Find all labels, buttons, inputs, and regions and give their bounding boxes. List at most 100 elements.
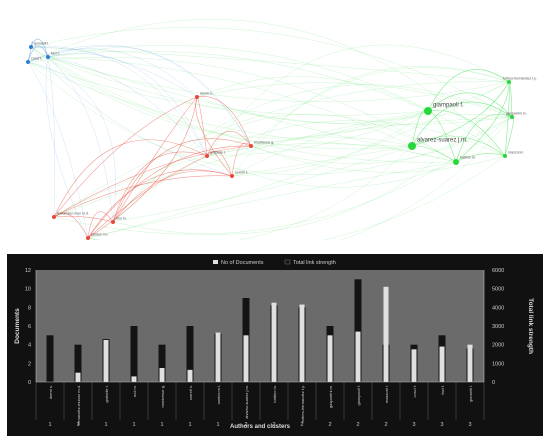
bar-documents	[159, 368, 165, 382]
network-edge	[30, 46, 413, 150]
network-edge	[87, 169, 233, 239]
network-node-gasparrini-m	[510, 115, 514, 119]
bar-link-strength	[46, 335, 54, 382]
network-edge	[250, 145, 506, 173]
x-tick-author: forbes-hernandez t.y.	[300, 385, 305, 423]
plot-area	[36, 270, 484, 382]
x-tick-cluster: 1	[188, 422, 191, 428]
network-node-alvarez-suarez-j-m	[408, 142, 416, 150]
x-tick-author: sorrell s.	[188, 385, 193, 400]
network-edge	[53, 81, 510, 218]
x-tick-cluster: 2	[300, 422, 303, 428]
network-edge	[30, 38, 49, 58]
network-edge	[196, 82, 513, 118]
network-edge	[27, 61, 513, 175]
network-node-label: giampaoli f.	[433, 103, 464, 109]
network-edge	[27, 45, 49, 63]
y-tick-left: 12	[25, 268, 31, 274]
bar-documents	[75, 372, 81, 382]
x-tick-cluster: 3	[412, 422, 415, 428]
network-edge	[47, 56, 413, 147]
network-edge	[27, 53, 208, 157]
network-edge	[30, 46, 233, 177]
y-tick-right: 1000	[492, 361, 504, 367]
bar-documents	[439, 346, 445, 382]
x-tick-author: gonnelli l.	[468, 385, 473, 402]
bar-link-strength	[130, 326, 138, 382]
y-tick-left: 10	[25, 287, 31, 293]
network-edge	[30, 46, 208, 157]
network-edge	[206, 110, 429, 157]
x-tick-cluster: 1	[48, 422, 51, 428]
x-tick-author: battino m.	[272, 385, 277, 403]
legend-label-documents: No of Documents	[221, 260, 264, 266]
network-edge	[411, 135, 506, 157]
bar-link-strength	[74, 344, 82, 382]
network-edge	[53, 215, 114, 223]
network-edge	[411, 101, 513, 147]
network-edge	[87, 96, 198, 239]
legend-label-link-strength: Total link strength	[293, 260, 336, 266]
network-edge	[112, 170, 233, 223]
network-node-gonnelli-l	[29, 45, 33, 49]
network-edge	[112, 138, 252, 223]
y-tick-left: 6	[28, 324, 31, 330]
network-edge	[206, 155, 457, 188]
x-tick-cluster: 2	[244, 422, 247, 428]
network-edge	[27, 61, 429, 116]
y-tick-right: 5000	[492, 287, 504, 293]
network-edge	[30, 27, 513, 118]
network-edge	[504, 81, 510, 157]
bar-documents	[243, 335, 249, 382]
x-tick-cluster: 2	[328, 422, 331, 428]
network-edge	[47, 56, 457, 163]
network-node-label: mazzoni l.	[508, 151, 524, 155]
network-node-label: mol m.	[116, 217, 127, 221]
y-tick-right: 2000	[492, 343, 504, 349]
network-node-mazzoni-l	[503, 154, 507, 158]
network-edge	[196, 76, 429, 112]
bar-documents	[131, 376, 137, 382]
network-edge	[87, 145, 413, 240]
network-edge	[112, 84, 513, 223]
network-node-santos-m-l	[86, 236, 90, 240]
network-node-battino-m	[453, 159, 459, 165]
network-node-label: gasparrini m.	[506, 112, 527, 116]
bar-chart-panel: No of Documents Total link strength 0 2 4 6…	[7, 254, 543, 436]
y-tick-left: 4	[28, 343, 31, 349]
network-edge	[427, 92, 513, 118]
network-node-montresor-g	[249, 144, 253, 148]
network-edge	[250, 116, 513, 164]
x-tick-cluster: 1	[76, 422, 79, 428]
network-edge	[27, 44, 252, 147]
network-edge	[47, 50, 429, 112]
y-tick-left: 8	[28, 305, 31, 311]
network-edge	[206, 151, 233, 177]
network-node-sorrell-s	[230, 174, 234, 178]
network-edge	[206, 130, 252, 157]
network-nodes: giampaoli f. alvarez-suarez j.m. battino m…	[26, 42, 537, 240]
x-tick-cluster: 1	[160, 422, 163, 428]
network-edge	[47, 45, 252, 147]
network-edge	[112, 151, 208, 223]
network-edge	[27, 19, 506, 157]
network-node-dormi-s	[195, 95, 199, 99]
bar-documents	[271, 302, 277, 382]
x-tick-cluster: 3	[440, 422, 443, 428]
x-tick-author: santos m.l.	[216, 385, 221, 404]
x-axis-label: Authors and clusters	[230, 424, 291, 430]
network-edge	[53, 139, 208, 218]
bar-documents	[327, 335, 333, 382]
network-edge	[455, 153, 506, 163]
x-tick-cluster: 1	[216, 422, 219, 428]
network-node-label: montresor g.	[254, 141, 274, 145]
network-edge	[87, 116, 513, 240]
x-tick-author: montresor g.	[160, 385, 165, 407]
y-tick-left: 0	[28, 380, 31, 386]
network-edge	[47, 56, 56, 218]
bar-documents	[411, 349, 417, 382]
network-edge	[206, 116, 513, 157]
network-node-label: battino m.	[460, 156, 476, 160]
network-edge	[231, 110, 429, 177]
